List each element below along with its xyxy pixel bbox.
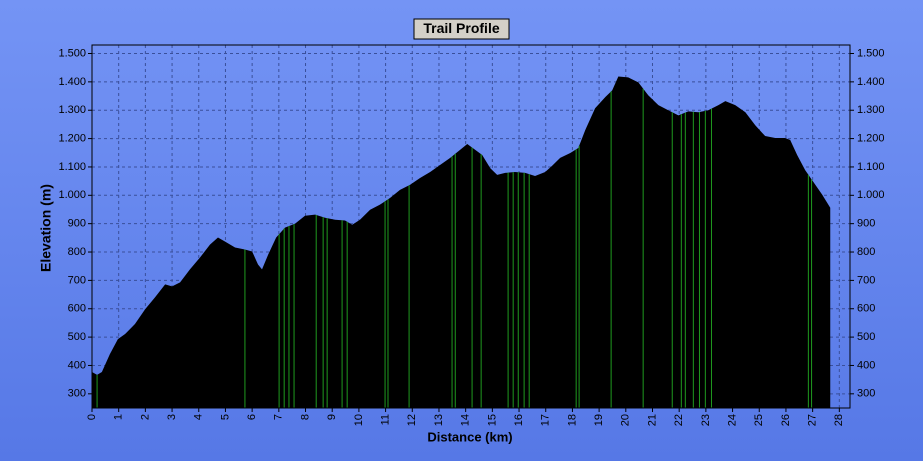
y2-tick-label: 500 xyxy=(857,331,875,343)
x-tick-label: 3 xyxy=(166,414,178,420)
x-tick-label: 27 xyxy=(807,414,819,426)
y2-tick-label: 600 xyxy=(857,303,875,315)
y-tick-label: 300 xyxy=(68,388,86,400)
y-tick-label: 1.300 xyxy=(58,104,86,116)
y-axis-title: Elevation (m) xyxy=(38,184,54,272)
x-tick-label: 23 xyxy=(700,414,712,426)
y-tick-label: 400 xyxy=(68,359,86,371)
x-tick-label: 1 xyxy=(113,414,125,420)
title-box xyxy=(413,18,510,40)
y-tick-label: 800 xyxy=(68,246,86,258)
y2-tick-label: 1.200 xyxy=(857,132,885,144)
x-tick-label: 4 xyxy=(193,414,205,420)
x-tick-label: 11 xyxy=(379,414,391,425)
chart-title: Trail Profile xyxy=(423,20,499,36)
y2-tick-label: 800 xyxy=(857,246,875,258)
y2-tick-label: 1.500 xyxy=(857,47,885,59)
x-tick-label: 10 xyxy=(353,414,365,426)
x-tick-label: 9 xyxy=(326,414,338,420)
x-tick-label: 7 xyxy=(273,414,285,420)
x-tick-label: 5 xyxy=(219,414,231,420)
x-tick-label: 18 xyxy=(566,414,578,426)
x-tick-label: 21 xyxy=(646,414,658,426)
y-tick-label: 700 xyxy=(68,274,86,286)
y2-tick-label: 1.300 xyxy=(857,104,885,116)
x-tick-label: 24 xyxy=(726,414,738,426)
x-tick-label: 28 xyxy=(833,414,845,426)
x-tick-label: 20 xyxy=(620,414,632,426)
y-tick-label: 1.200 xyxy=(58,132,86,144)
x-tick-label: 17 xyxy=(540,414,552,426)
x-tick-label: 16 xyxy=(513,414,525,426)
y2-tick-label: 1.400 xyxy=(857,76,885,88)
x-tick-label: 13 xyxy=(433,414,445,426)
x-tick-label: 25 xyxy=(753,414,765,426)
y-tick-label: 600 xyxy=(68,303,86,315)
elevation-area xyxy=(92,76,831,408)
plot-frame xyxy=(91,44,851,409)
x-tick-label: 19 xyxy=(593,414,605,426)
y2-tick-label: 700 xyxy=(857,274,875,286)
x-tick-label: 14 xyxy=(460,414,472,426)
y-tick-label: 1.100 xyxy=(58,161,86,173)
y2-tick-label: 900 xyxy=(857,218,875,230)
x-tick-label: 26 xyxy=(780,414,792,426)
x-tick-label: 12 xyxy=(406,414,418,426)
x-tick-label: 8 xyxy=(299,414,311,420)
y2-tick-label: 1.000 xyxy=(857,189,885,201)
x-axis-title: Distance (km) xyxy=(427,429,512,444)
x-tick-label: 6 xyxy=(246,414,258,420)
x-tick-label: 0 xyxy=(86,414,98,420)
y-tick-label: 900 xyxy=(68,218,86,230)
y2-tick-label: 1.100 xyxy=(857,161,885,173)
y2-tick-label: 400 xyxy=(857,359,875,371)
y-tick-label: 1.500 xyxy=(58,47,86,59)
x-tick-label: 15 xyxy=(486,414,498,426)
y-tick-label: 1.400 xyxy=(58,76,86,88)
x-tick-label: 2 xyxy=(139,414,151,420)
x-tick-label: 22 xyxy=(673,414,685,426)
y-tick-label: 500 xyxy=(68,331,86,343)
y-tick-label: 1.000 xyxy=(58,189,86,201)
y2-tick-label: 300 xyxy=(857,388,875,400)
